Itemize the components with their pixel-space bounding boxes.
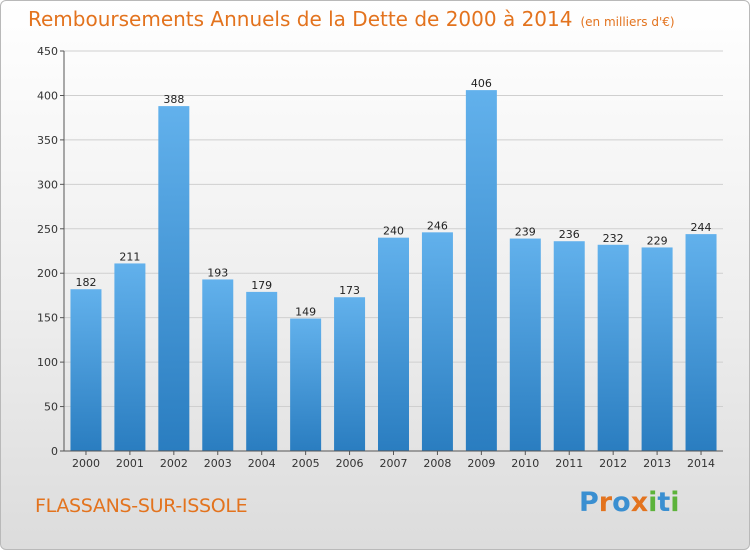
logo-letter: o (612, 487, 631, 518)
chart-title-text: Remboursements Annuels de la Dette de 20… (28, 7, 573, 31)
y-tick-label: 300 (37, 178, 58, 191)
logo-letter: P (579, 487, 599, 518)
y-tick-label: 150 (37, 312, 58, 325)
logo-letter: i (670, 487, 680, 518)
logo-letter: r (598, 487, 613, 518)
bar-2004 (246, 291, 278, 451)
bar-2006 (334, 297, 366, 451)
bar-2010 (509, 238, 541, 451)
y-tick-label: 450 (37, 45, 58, 58)
x-tick-label: 2004 (248, 457, 276, 470)
y-tick-label: 350 (37, 134, 58, 147)
x-tick-label: 2013 (643, 457, 671, 470)
bar-2002 (158, 106, 190, 451)
commune-name: FLASSANS-SUR-ISSOLE (35, 495, 248, 517)
x-tick-label: 2012 (599, 457, 627, 470)
value-label: 232 (603, 232, 624, 245)
value-label: 149 (295, 306, 316, 319)
y-tick-label: 250 (37, 223, 58, 236)
logo-letter: t (657, 487, 671, 518)
x-tick-label: 2000 (72, 457, 100, 470)
x-tick-label: 2001 (116, 457, 144, 470)
value-label: 173 (339, 284, 360, 297)
x-tick-label: 2011 (555, 457, 583, 470)
bar-2009 (465, 90, 497, 451)
bar-2014 (685, 234, 717, 451)
bar-2013 (641, 247, 673, 451)
logo-letter: x (630, 487, 649, 518)
y-tick-label: 400 (37, 89, 58, 102)
x-tick-label: 2002 (160, 457, 188, 470)
bar-2012 (597, 244, 629, 451)
chart-subtitle: (en milliers d'€) (580, 15, 675, 29)
value-label: 236 (559, 228, 580, 241)
y-tick-label: 100 (37, 356, 58, 369)
bar-2007 (378, 237, 409, 451)
proxiti-logo[interactable]: Proxiti (579, 487, 680, 518)
value-label: 193 (207, 266, 228, 279)
x-tick-label: 2008 (423, 457, 451, 470)
x-tick-label: 2014 (687, 457, 715, 470)
value-label: 182 (75, 276, 96, 289)
x-tick-label: 2010 (511, 457, 539, 470)
bar-2001 (114, 263, 146, 451)
y-tick-label: 200 (37, 267, 58, 280)
bar-2008 (421, 232, 453, 451)
value-label: 211 (119, 250, 140, 263)
x-tick-label: 2006 (336, 457, 364, 470)
value-label: 388 (163, 93, 184, 106)
y-tick-label: 0 (51, 445, 58, 458)
x-tick-label: 2005 (292, 457, 320, 470)
chart-title: Remboursements Annuels de la Dette de 20… (28, 7, 675, 31)
value-label: 240 (383, 225, 404, 238)
x-tick-label: 2009 (467, 457, 495, 470)
value-label: 246 (427, 219, 448, 232)
bar-2005 (290, 318, 322, 451)
logo-letter: i (648, 487, 658, 518)
value-label: 244 (691, 221, 712, 234)
value-label: 229 (647, 234, 668, 247)
bar-2000 (70, 289, 102, 451)
bar-2003 (202, 279, 234, 451)
y-tick-label: 50 (44, 401, 58, 414)
bar-2011 (553, 241, 585, 451)
x-tick-label: 2003 (204, 457, 232, 470)
value-label: 406 (471, 77, 492, 90)
value-label: 179 (251, 279, 272, 292)
x-tick-label: 2007 (380, 457, 408, 470)
value-label: 239 (515, 226, 536, 239)
